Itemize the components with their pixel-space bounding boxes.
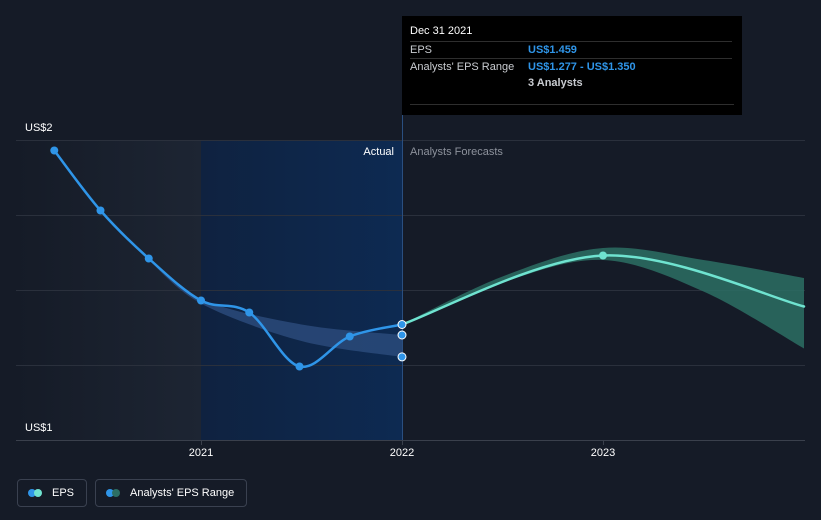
legend: EPS Analysts' EPS Range <box>17 479 248 507</box>
forecast-label: Analysts Forecasts <box>410 146 503 158</box>
tooltip-analysts: 3 Analysts <box>528 77 583 89</box>
eps-point <box>96 206 105 215</box>
eps-point <box>144 254 153 263</box>
tooltip-range-value: US$1.277 - US$1.350 <box>528 61 636 73</box>
legend-range-label: Analysts' EPS Range <box>130 487 235 499</box>
x-tick-label: 2021 <box>189 447 213 459</box>
eps-point <box>397 320 407 329</box>
actual-label: Actual <box>363 146 394 158</box>
y-label-top: US$2 <box>25 122 53 134</box>
tooltip-range-label: Analysts' EPS Range <box>410 61 515 73</box>
x-tick-label: 2023 <box>591 447 615 459</box>
tooltip-date: Dec 31 2021 <box>410 25 473 37</box>
grid-lines <box>16 140 805 441</box>
range-swatch-icon <box>106 489 122 497</box>
forecast-point <box>599 251 607 260</box>
tooltip-range-row: Analysts' EPS Range US$1.277 - US$1.350 <box>410 58 732 75</box>
tooltip-eps-value: US$1.459 <box>528 44 577 56</box>
tooltip-eps-label: EPS <box>410 44 433 56</box>
eps-point <box>245 308 254 317</box>
x-tick-label: 2022 <box>390 447 414 459</box>
y-label-bottom: US$1 <box>25 422 53 434</box>
tooltip: Dec 31 2021 EPS US$1.459 Analysts' EPS R… <box>402 16 742 115</box>
legend-range-button[interactable]: Analysts' EPS Range <box>95 479 248 507</box>
tooltip-divider <box>410 104 734 105</box>
tooltip-analysts-row: 3 Analysts <box>410 75 732 91</box>
tooltip-eps-row: EPS US$1.459 <box>410 41 732 58</box>
eps-point <box>50 146 59 155</box>
eps-range-band-history <box>148 257 402 357</box>
eps-chart: US$2 US$1 Actual Analysts Forecasts 2021… <box>16 110 806 459</box>
legend-eps-label: EPS <box>52 487 75 499</box>
eps-point <box>295 362 304 371</box>
range-end-point <box>397 330 407 340</box>
eps-point <box>197 296 205 305</box>
legend-eps-button[interactable]: EPS <box>17 479 88 507</box>
range-end-point <box>397 352 407 362</box>
eps-swatch-icon <box>28 489 44 497</box>
eps-point <box>345 332 354 341</box>
